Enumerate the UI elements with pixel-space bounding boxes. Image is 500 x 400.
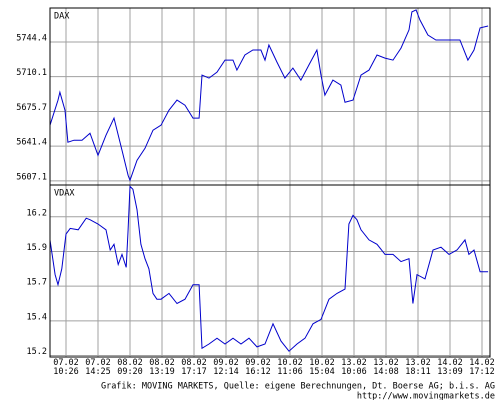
panel-title: VDAX bbox=[54, 189, 75, 199]
x-tick-label: 09.02 12:14 bbox=[213, 358, 239, 377]
x-tick-label: 07.02 10:26 bbox=[53, 358, 79, 377]
panel-frame bbox=[49, 7, 491, 186]
y-tick-label: 5675.7 bbox=[16, 103, 47, 113]
x-tick-label: 14.02 17:12 bbox=[469, 358, 495, 377]
y-tick-label: 15.9 bbox=[27, 243, 47, 253]
y-tick-label: 16.2 bbox=[27, 208, 47, 218]
panel-title: DAX bbox=[54, 12, 70, 22]
y-tick-label: 5710.1 bbox=[16, 68, 47, 78]
x-tick-label: 14.02 13:09 bbox=[437, 358, 463, 377]
data-line bbox=[49, 9, 489, 182]
x-tick-label: 13.02 14:08 bbox=[373, 358, 399, 377]
x-tick-label: 08.02 13:19 bbox=[149, 358, 175, 377]
x-tick-label: 07.02 14:25 bbox=[85, 358, 111, 377]
data-line bbox=[49, 185, 489, 352]
x-tick-label: 08.02 17:17 bbox=[181, 358, 207, 377]
x-tick-label: 09.02 16:12 bbox=[245, 358, 271, 377]
y-tick-label: 15.7 bbox=[27, 278, 47, 288]
y-tick-label: 5744.4 bbox=[16, 33, 47, 43]
x-tick-label: 13.02 18:11 bbox=[405, 358, 431, 377]
y-tick-label: 15.2 bbox=[27, 347, 47, 357]
x-tick-label: 08.02 09:20 bbox=[117, 358, 143, 377]
footer-url: http://www.movingmarkets.de bbox=[357, 392, 495, 400]
footer-credit: Grafik: MOVING MARKETS, Quelle: eigene B… bbox=[101, 382, 495, 392]
panel-frame bbox=[49, 184, 491, 358]
x-tick-label: 13.02 10:06 bbox=[341, 358, 367, 377]
x-tick-label: 10.02 11:06 bbox=[277, 358, 303, 377]
x-tick-label: 10.02 15:04 bbox=[309, 358, 335, 377]
y-tick-label: 5641.4 bbox=[16, 138, 47, 148]
y-tick-label: 5607.1 bbox=[16, 172, 47, 182]
y-tick-label: 15.4 bbox=[27, 312, 47, 322]
